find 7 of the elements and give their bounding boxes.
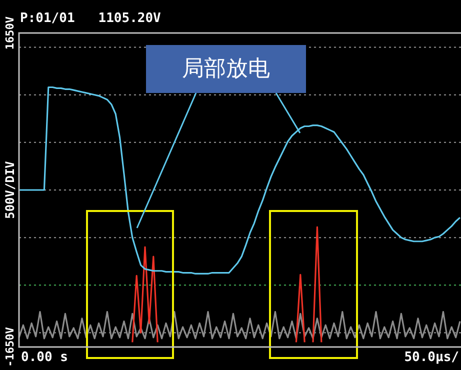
text: 0.00 s [21,350,68,365]
y-tick-label: 1650V [4,16,16,50]
y-axis-title: 500V/DIV [3,161,17,219]
annotation: 局部放电 [182,56,270,82]
y-tick-label: -1650V [4,326,16,367]
chart-title: P:01/01 1105.20V [20,11,162,26]
x-axis-title: 50.0µs/ [404,350,460,365]
